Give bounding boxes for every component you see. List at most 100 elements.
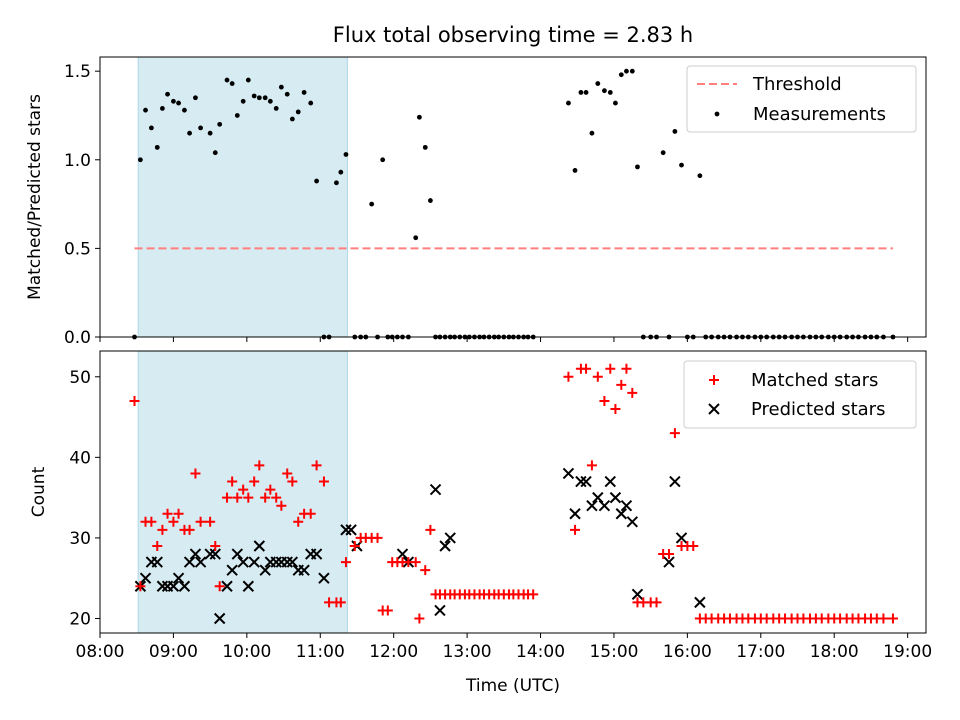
matched-star-point bbox=[410, 557, 421, 568]
measurement-point bbox=[229, 81, 235, 86]
matched-star-point bbox=[184, 524, 195, 535]
bottom-y-tick-label: 20 bbox=[69, 609, 91, 629]
measurement-point bbox=[171, 98, 176, 104]
predicted-star-point bbox=[694, 596, 706, 609]
predicted-star-point bbox=[204, 548, 216, 560]
measurement-point bbox=[245, 77, 251, 83]
measurement-point bbox=[572, 168, 578, 173]
predicted-star-point bbox=[444, 532, 456, 544]
measurement-point bbox=[618, 72, 624, 78]
bottom-y-tick-label: 30 bbox=[69, 529, 91, 549]
predicted-star-point bbox=[310, 548, 323, 560]
predicted-star-point bbox=[429, 483, 442, 496]
predicted-star-point bbox=[615, 508, 628, 520]
matched-star-point bbox=[420, 565, 431, 576]
measurement-point bbox=[416, 114, 422, 120]
predicted-star-point bbox=[281, 556, 293, 568]
predicted-star-point bbox=[439, 540, 451, 552]
predicted-star-point bbox=[318, 572, 330, 584]
measurement-point bbox=[369, 201, 375, 207]
matched-star-point bbox=[254, 460, 265, 471]
top-y-axis-label: Matched/Predicted stars bbox=[25, 94, 45, 300]
measurement-point bbox=[697, 173, 703, 179]
predicted-star-point bbox=[237, 556, 249, 568]
matched-star-point bbox=[627, 387, 638, 398]
measurement-point bbox=[595, 81, 601, 86]
measurement-point bbox=[224, 77, 230, 83]
matched-star-point bbox=[878, 613, 889, 624]
matched-star-point bbox=[887, 613, 898, 624]
top-y-tick-label: 0.0 bbox=[64, 328, 91, 348]
bottom-legend: Matched stars Predicted stars bbox=[683, 360, 917, 429]
measurement-point bbox=[413, 235, 419, 241]
matched-star-point bbox=[592, 371, 603, 382]
bottom-panel-frame bbox=[99, 350, 927, 634]
matched-star-point bbox=[669, 428, 680, 439]
measurement-point bbox=[137, 157, 143, 163]
legend-matched-swatch bbox=[709, 375, 719, 385]
matched-star-point bbox=[372, 532, 383, 543]
matched-star-point bbox=[152, 540, 163, 551]
predicted-star-point bbox=[286, 556, 299, 568]
x-tick-label: 18:00 bbox=[810, 642, 859, 662]
predicted-star-point bbox=[626, 516, 639, 528]
predicted-star-point bbox=[575, 475, 587, 488]
legend-measurements-swatch bbox=[714, 111, 720, 117]
matched-star-point bbox=[157, 524, 168, 535]
matched-star-point bbox=[605, 363, 616, 374]
predicted-star-point bbox=[248, 556, 260, 568]
measurement-point bbox=[338, 169, 344, 175]
matched-star-point bbox=[581, 363, 592, 374]
x-tick-label: 10:00 bbox=[222, 642, 271, 662]
predicted-star-point bbox=[631, 588, 644, 601]
measurement-point bbox=[234, 113, 240, 118]
matched-star-point bbox=[271, 492, 282, 503]
measurement-point bbox=[629, 68, 635, 74]
predicted-star-point bbox=[209, 548, 221, 560]
predicted-star-point bbox=[592, 491, 604, 504]
measurement-point bbox=[262, 95, 268, 101]
matched-star-point bbox=[146, 516, 157, 527]
matched-star-point bbox=[621, 363, 632, 374]
predicted-star-point bbox=[231, 548, 244, 560]
measurement-point bbox=[428, 198, 433, 203]
matched-star-point bbox=[311, 460, 322, 471]
matched-star-point bbox=[664, 549, 675, 560]
matched-star-point bbox=[287, 476, 298, 487]
matched-star-point bbox=[293, 516, 304, 527]
x-tick-label: 12:00 bbox=[369, 642, 418, 662]
x-tick-label: 17:00 bbox=[736, 642, 785, 662]
matched-star-point bbox=[688, 540, 699, 551]
measurement-point bbox=[193, 95, 198, 101]
predicted-star-point bbox=[569, 508, 581, 520]
matched-star-point bbox=[168, 516, 179, 527]
measurement-point bbox=[380, 157, 386, 163]
matched-star-point bbox=[382, 605, 393, 616]
top-panel: 0.0 0.5 1.0 1.5 Matched/Predicted stars Thr… bbox=[25, 56, 927, 348]
measurement-point bbox=[143, 107, 148, 113]
matched-star-point bbox=[282, 468, 293, 479]
predicted-star-point bbox=[675, 532, 688, 544]
predicted-star-point bbox=[139, 572, 152, 584]
measurement-point bbox=[154, 144, 160, 150]
predicted-star-point bbox=[259, 564, 271, 576]
measurement-point bbox=[182, 107, 187, 113]
predicted-star-point bbox=[183, 556, 196, 568]
legend-measurements-label: Measurements bbox=[753, 104, 886, 125]
measurement-point bbox=[301, 90, 307, 95]
predicted-star-point bbox=[156, 580, 169, 592]
matched-star-point bbox=[162, 508, 173, 519]
matched-star-point bbox=[276, 500, 287, 511]
matched-star-point bbox=[195, 516, 206, 527]
matched-star-point bbox=[129, 395, 140, 406]
measurement-point bbox=[278, 84, 284, 90]
predicted-star-point bbox=[434, 604, 446, 617]
measurement-point bbox=[148, 125, 154, 131]
top-y-tick-label: 1.5 bbox=[64, 62, 91, 82]
measurement-point bbox=[343, 152, 349, 157]
matched-star-point bbox=[260, 492, 271, 503]
measurement-point bbox=[212, 150, 218, 156]
legend-predicted-label: Predicted stars bbox=[751, 399, 885, 420]
predicted-star-point bbox=[604, 475, 616, 488]
predicted-star-point bbox=[663, 556, 675, 568]
